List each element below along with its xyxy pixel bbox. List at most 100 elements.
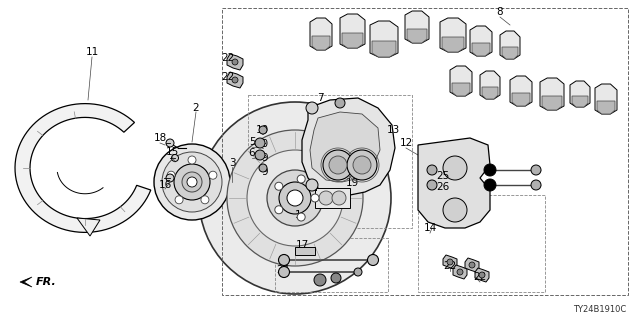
Polygon shape xyxy=(405,11,429,43)
Circle shape xyxy=(188,156,196,164)
Circle shape xyxy=(267,170,323,226)
Polygon shape xyxy=(312,36,330,50)
Text: 18: 18 xyxy=(154,133,166,143)
Polygon shape xyxy=(572,96,588,107)
Circle shape xyxy=(367,254,378,266)
Text: 1: 1 xyxy=(294,210,301,220)
Circle shape xyxy=(167,171,175,179)
Text: TY24B1910C: TY24B1910C xyxy=(573,305,626,314)
Polygon shape xyxy=(20,277,32,287)
Polygon shape xyxy=(418,138,490,228)
Circle shape xyxy=(329,156,347,174)
Circle shape xyxy=(531,165,541,175)
Polygon shape xyxy=(475,268,489,282)
Polygon shape xyxy=(450,66,472,96)
Circle shape xyxy=(319,191,333,205)
Circle shape xyxy=(427,180,437,190)
Circle shape xyxy=(166,139,174,147)
Circle shape xyxy=(255,138,265,148)
Circle shape xyxy=(323,150,353,180)
Circle shape xyxy=(314,274,326,286)
Circle shape xyxy=(172,155,179,162)
Polygon shape xyxy=(542,96,562,110)
Circle shape xyxy=(443,198,467,222)
Polygon shape xyxy=(480,71,500,99)
Circle shape xyxy=(335,98,345,108)
Circle shape xyxy=(175,196,183,204)
Text: 4: 4 xyxy=(312,183,318,193)
Circle shape xyxy=(279,182,311,214)
Polygon shape xyxy=(440,18,466,52)
Text: 16: 16 xyxy=(158,180,172,190)
Text: 10: 10 xyxy=(255,125,269,135)
Circle shape xyxy=(427,165,437,175)
Text: 17: 17 xyxy=(296,240,308,250)
Text: 2: 2 xyxy=(193,103,199,113)
Circle shape xyxy=(469,262,475,268)
Text: 3: 3 xyxy=(228,158,236,168)
Polygon shape xyxy=(370,21,398,57)
Circle shape xyxy=(275,206,283,214)
Circle shape xyxy=(154,144,230,220)
Circle shape xyxy=(278,254,289,266)
Circle shape xyxy=(479,272,485,278)
Circle shape xyxy=(531,180,541,190)
Circle shape xyxy=(457,269,463,275)
Circle shape xyxy=(201,196,209,204)
Circle shape xyxy=(447,259,453,265)
Circle shape xyxy=(278,267,289,277)
Circle shape xyxy=(297,175,305,183)
Circle shape xyxy=(227,130,363,266)
Polygon shape xyxy=(442,37,464,52)
Polygon shape xyxy=(470,26,492,56)
Polygon shape xyxy=(310,112,380,182)
Polygon shape xyxy=(472,43,490,56)
Circle shape xyxy=(306,102,318,114)
Circle shape xyxy=(275,182,283,190)
Polygon shape xyxy=(315,188,350,208)
Polygon shape xyxy=(340,14,365,48)
Polygon shape xyxy=(342,33,363,48)
Circle shape xyxy=(311,194,319,202)
Text: 22: 22 xyxy=(221,72,235,82)
Polygon shape xyxy=(595,84,617,114)
Polygon shape xyxy=(482,87,498,99)
Polygon shape xyxy=(540,78,564,110)
Circle shape xyxy=(259,126,267,134)
Circle shape xyxy=(247,150,343,246)
Circle shape xyxy=(332,191,346,205)
Polygon shape xyxy=(15,104,151,232)
Text: 6: 6 xyxy=(249,148,255,158)
Circle shape xyxy=(354,268,362,276)
Circle shape xyxy=(297,213,305,221)
Circle shape xyxy=(199,102,391,294)
Text: 26: 26 xyxy=(436,182,450,192)
Circle shape xyxy=(182,172,202,192)
Circle shape xyxy=(347,150,377,180)
Polygon shape xyxy=(227,54,243,70)
Circle shape xyxy=(306,179,318,191)
Circle shape xyxy=(209,171,217,179)
Polygon shape xyxy=(302,98,395,195)
Circle shape xyxy=(166,174,174,182)
Polygon shape xyxy=(452,83,470,96)
Polygon shape xyxy=(227,72,243,88)
Polygon shape xyxy=(570,81,590,107)
Text: 9: 9 xyxy=(262,167,268,177)
Text: 11: 11 xyxy=(85,47,99,57)
Polygon shape xyxy=(295,247,315,255)
Polygon shape xyxy=(597,101,615,114)
Text: 5: 5 xyxy=(249,137,255,147)
Text: 7: 7 xyxy=(317,93,323,103)
Text: 13: 13 xyxy=(387,125,399,135)
Polygon shape xyxy=(443,255,457,269)
Polygon shape xyxy=(77,218,100,236)
Polygon shape xyxy=(512,93,530,106)
Polygon shape xyxy=(500,31,520,59)
Text: 22: 22 xyxy=(474,272,486,282)
Circle shape xyxy=(174,164,210,200)
Circle shape xyxy=(353,156,371,174)
Text: 25: 25 xyxy=(436,171,450,181)
Text: 19: 19 xyxy=(346,178,358,188)
Text: 8: 8 xyxy=(497,7,503,17)
